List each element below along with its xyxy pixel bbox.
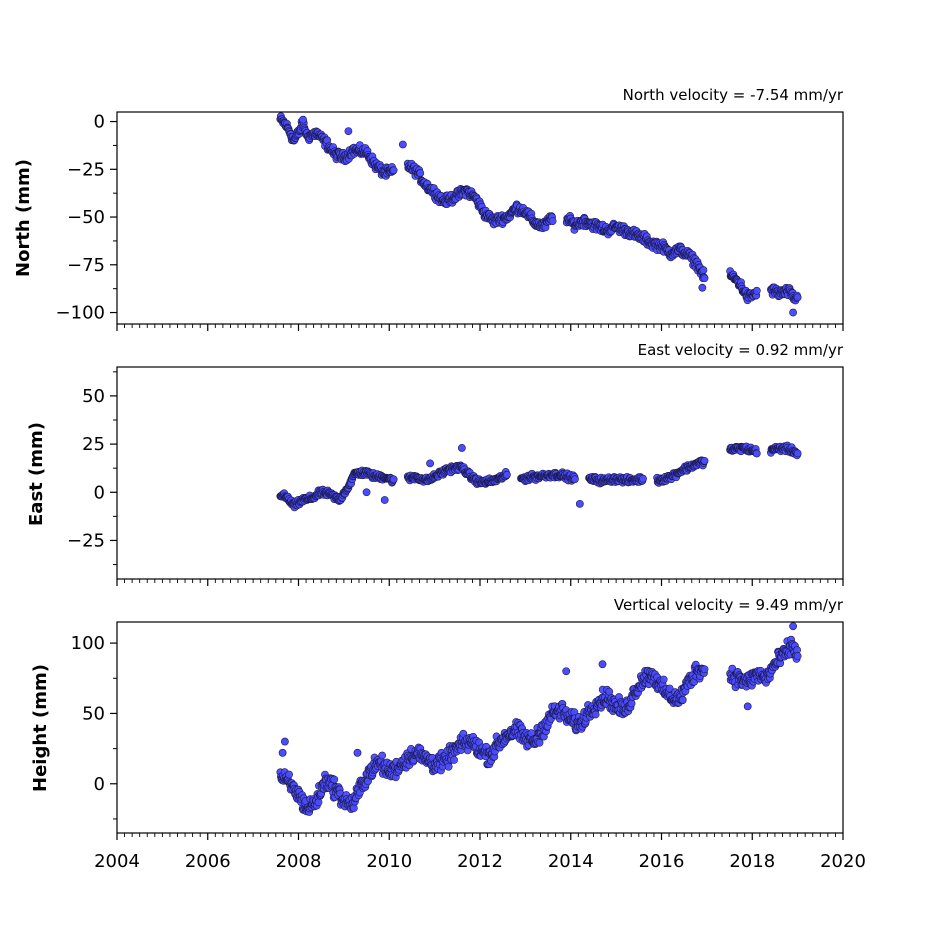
north-axes-frame bbox=[116, 111, 844, 325]
east-y-axis-label: East (mm) bbox=[26, 422, 47, 526]
north-data-point bbox=[699, 266, 708, 274]
north-y-tick-label: −50 bbox=[67, 207, 105, 228]
north-panel: North velocity = -7.54 mm/yr North (mm) … bbox=[13, 86, 844, 331]
east-data-point bbox=[571, 475, 579, 484]
height-outlier-point bbox=[278, 748, 287, 757]
height-x-tick-label: 2004 bbox=[94, 851, 140, 872]
height-y-tick-label: 0 bbox=[94, 774, 105, 795]
height-data-point bbox=[591, 710, 600, 719]
east-ticks: 50 25 0 −25 bbox=[67, 371, 844, 586]
east-y-tick-label: 25 bbox=[82, 434, 105, 455]
height-outlier-point bbox=[598, 660, 607, 669]
east-outlier-point bbox=[575, 499, 584, 508]
north-outlier-point bbox=[398, 140, 407, 149]
north-data-point bbox=[793, 293, 802, 302]
north-y-tick-label: −100 bbox=[56, 303, 105, 324]
east-panel-title: East velocity = 0.92 mm/yr bbox=[638, 341, 844, 359]
height-x-tick-label: 2010 bbox=[366, 851, 412, 872]
height-x-tick-label: 2018 bbox=[729, 851, 775, 872]
east-data-point bbox=[389, 475, 398, 484]
height-outlier-point bbox=[562, 667, 571, 676]
north-y-tick-label: −75 bbox=[67, 255, 105, 276]
north-data-point bbox=[752, 286, 761, 295]
north-data-points bbox=[276, 112, 802, 317]
north-outlier-point bbox=[789, 308, 797, 317]
height-data-points bbox=[276, 622, 802, 816]
east-y-tick-label: 50 bbox=[82, 386, 105, 407]
height-data-point bbox=[700, 665, 709, 674]
east-outlier-point bbox=[380, 496, 389, 504]
height-data-point bbox=[444, 762, 453, 771]
north-y-tick-label: −25 bbox=[67, 159, 105, 180]
north-panel-title: North velocity = -7.54 mm/yr bbox=[623, 86, 844, 104]
height-outlier-point bbox=[280, 737, 289, 746]
height-x-tick-label: 2014 bbox=[548, 851, 594, 872]
north-data-point bbox=[700, 274, 709, 283]
height-x-tick-label: 2012 bbox=[457, 851, 503, 872]
north-outlier-point bbox=[698, 283, 707, 292]
height-x-tick-label: 2016 bbox=[639, 851, 685, 872]
east-data-point bbox=[700, 456, 709, 465]
height-data-point bbox=[659, 675, 668, 684]
height-ticks: 100 50 0 2004 2006 2008 2010 2012 2014 2016 2018 20… bbox=[71, 633, 866, 872]
height-axes-frame bbox=[116, 621, 844, 834]
height-data-point bbox=[665, 684, 674, 693]
east-data-point bbox=[793, 449, 802, 458]
east-data-point bbox=[752, 449, 761, 458]
north-data-point bbox=[416, 169, 425, 177]
height-x-tick-label: 2006 bbox=[185, 851, 231, 872]
height-outlier-point bbox=[789, 622, 797, 631]
north-outlier-point bbox=[344, 127, 353, 136]
height-y-axis-label: Height (mm) bbox=[30, 664, 51, 792]
east-y-tick-label: −25 bbox=[67, 530, 105, 551]
height-x-tick-label: 2020 bbox=[820, 851, 866, 872]
height-data-point bbox=[349, 804, 358, 813]
north-y-axis-label: North (mm) bbox=[13, 159, 34, 277]
height-data-point bbox=[314, 798, 323, 807]
height-outlier-point bbox=[743, 702, 752, 711]
height-outlier-point bbox=[353, 748, 362, 757]
height-panel-title: Vertical velocity = 9.49 mm/yr bbox=[614, 596, 844, 614]
height-y-tick-label: 50 bbox=[82, 703, 105, 724]
east-panel: East velocity = 0.92 mm/yr East (mm) 50 2… bbox=[26, 341, 844, 586]
height-data-point bbox=[330, 775, 339, 784]
east-data-point bbox=[639, 474, 647, 483]
north-y-tick-label: 0 bbox=[94, 112, 105, 133]
north-ticks: 0 −25 −50 −75 −100 bbox=[56, 112, 844, 331]
height-x-tick-label: 2008 bbox=[276, 851, 322, 872]
east-y-tick-label: 0 bbox=[94, 482, 105, 503]
north-data-point bbox=[389, 166, 398, 175]
east-axes-frame bbox=[116, 366, 844, 580]
height-data-point bbox=[627, 699, 636, 708]
height-data-point bbox=[450, 756, 458, 764]
north-outlier-point bbox=[299, 115, 307, 124]
east-outlier-point bbox=[362, 488, 371, 497]
height-data-point bbox=[378, 751, 387, 760]
height-y-tick-label: 100 bbox=[71, 633, 105, 654]
east-data-points bbox=[276, 441, 802, 512]
east-outlier-point bbox=[457, 444, 466, 452]
height-data-point bbox=[285, 770, 293, 779]
height-panel: Vertical velocity = 9.49 mm/yr Height (m… bbox=[30, 596, 866, 872]
height-data-point bbox=[535, 738, 544, 747]
east-data-point bbox=[502, 470, 511, 479]
height-data-point bbox=[678, 696, 687, 704]
north-data-point bbox=[548, 217, 557, 225]
east-outlier-point bbox=[426, 459, 434, 468]
height-data-point bbox=[793, 652, 802, 660]
